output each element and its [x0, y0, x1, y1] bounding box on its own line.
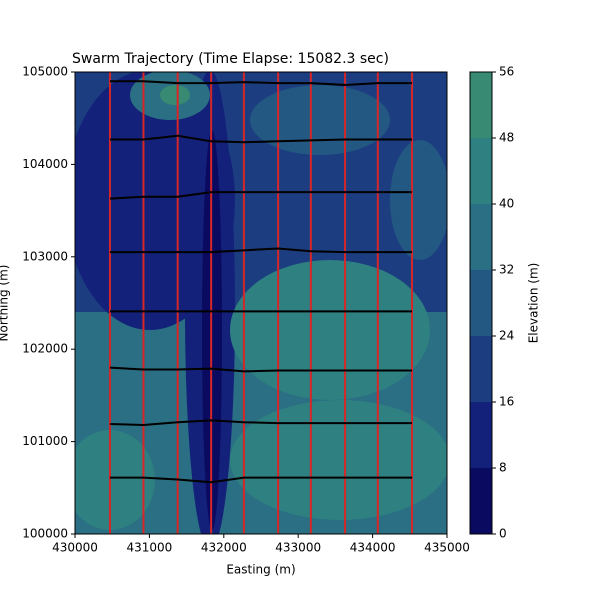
colorbar-frame: [469, 71, 493, 535]
colorbar-tick-label: 48: [499, 131, 514, 145]
y-tick-label: 104000: [22, 157, 68, 171]
colorbar-tick-label: 16: [499, 395, 514, 409]
colorbar-tick-label: 8: [499, 461, 507, 475]
colorbar-tick-label: 56: [499, 65, 514, 79]
x-tick-label: 433000: [275, 541, 321, 555]
colorbar-band: [470, 468, 492, 534]
trajectory-line: [109, 366, 413, 373]
x-tick-label: 430000: [52, 541, 98, 555]
y-tick-label: 100000: [22, 527, 68, 541]
trajectory-line: [109, 191, 413, 200]
colorbar-band: [470, 204, 492, 270]
trajectory-line: [109, 247, 413, 254]
y-axis-label: Northing (m): [0, 265, 11, 342]
colorbar-band: [470, 72, 492, 138]
x-tick-label: 432000: [201, 541, 247, 555]
trajectory-line: [109, 80, 413, 86]
y-tick-label: 101000: [22, 434, 68, 448]
trajectory-line: [109, 134, 413, 144]
colorbar-tick-label: 40: [499, 197, 514, 211]
colorbar-tick-label: 24: [499, 329, 514, 343]
colorbar-band: [470, 138, 492, 204]
x-axis-label: Easting (m): [226, 563, 295, 577]
y-tick-label: 105000: [22, 65, 68, 79]
colorbar-label: Elevation (m): [527, 263, 541, 344]
chart-title: Swarm Trajectory (Time Elapse: 15082.3 s…: [72, 51, 389, 67]
trajectory-line: [109, 476, 413, 484]
plot-frame: [74, 71, 448, 535]
colorbar-tick-label: 32: [499, 263, 514, 277]
y-tick-label: 102000: [22, 342, 68, 356]
trajectory-line: [109, 419, 413, 426]
colorbar-band: [470, 402, 492, 468]
trajectories: [108, 72, 414, 534]
x-tick-label: 435000: [424, 541, 470, 555]
colorbar-tick-label: 0: [499, 527, 507, 541]
colorbar-band: [470, 336, 492, 402]
x-tick-label: 434000: [350, 541, 396, 555]
colorbar-band: [470, 270, 492, 336]
x-tick-label: 431000: [126, 541, 172, 555]
y-tick-label: 103000: [22, 249, 68, 263]
